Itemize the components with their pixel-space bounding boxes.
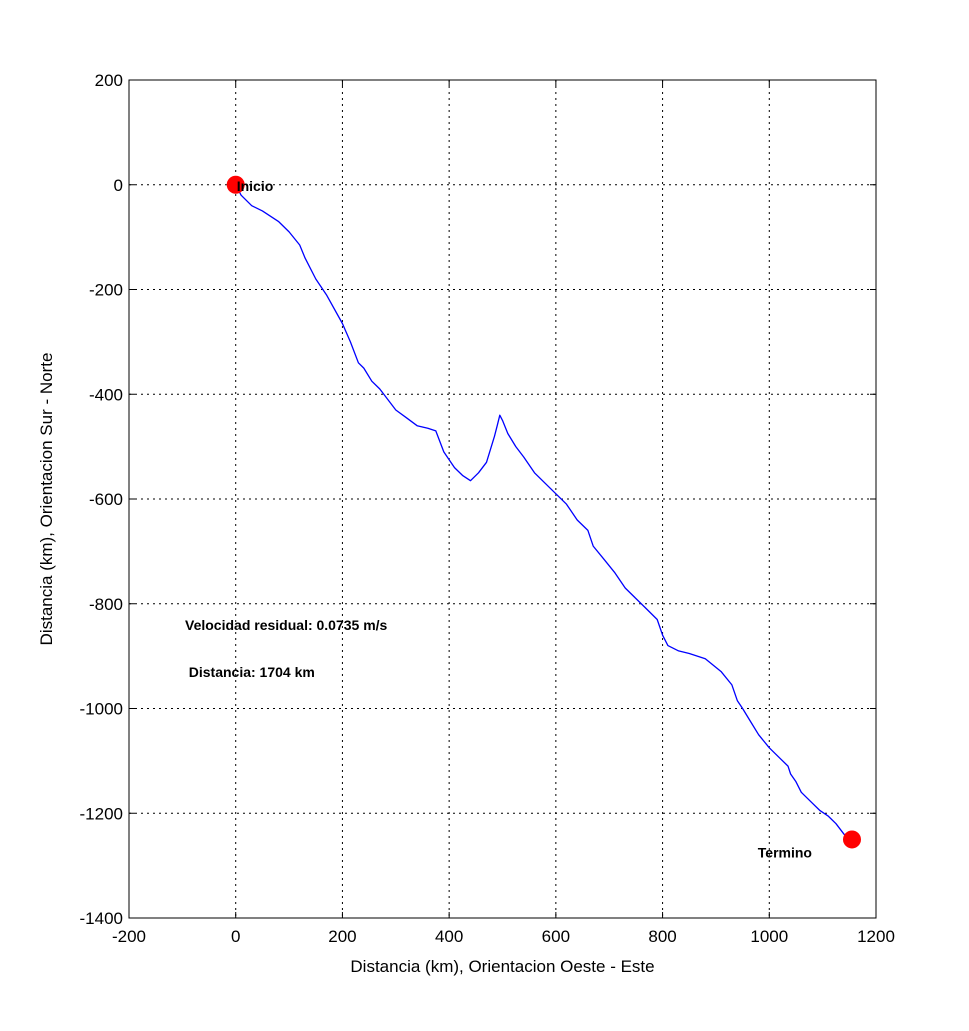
y-tick-label: 200 <box>95 71 123 90</box>
marker-layer: Inicio Termino <box>226 175 861 860</box>
x-tick-label: 200 <box>328 927 356 946</box>
x-tick-label: -200 <box>112 927 146 946</box>
x-tick-label: 400 <box>435 927 463 946</box>
y-tick-label: -400 <box>89 385 123 404</box>
y-tick-label: 0 <box>114 176 123 195</box>
y-tick-label: -600 <box>89 490 123 509</box>
y-tick-label: -800 <box>89 595 123 614</box>
x-tick-label: 800 <box>648 927 676 946</box>
x-tick-label: 1000 <box>750 927 788 946</box>
x-tick-label: 1200 <box>857 927 895 946</box>
end-label: Termino <box>758 844 812 860</box>
y-axis-label: Distancia (km), Orientacion Sur - Norte <box>37 353 56 646</box>
trajectory-line <box>235 184 853 840</box>
series-layer <box>235 184 853 840</box>
start-label: Inicio <box>237 178 274 194</box>
x-tick-label: 600 <box>542 927 570 946</box>
y-tick-label: -200 <box>89 281 123 300</box>
annotation-text: Velocidad residual: 0.0735 m/s <box>185 617 388 633</box>
end-marker <box>842 830 861 849</box>
x-tick-label: 0 <box>231 927 240 946</box>
grid <box>129 80 876 918</box>
start-marker <box>226 175 245 194</box>
y-tick-label: -1000 <box>80 700 123 719</box>
x-axis-label: Distancia (km), Orientacion Oeste - Este <box>350 957 654 976</box>
y-tick-label: -1400 <box>80 909 123 928</box>
y-tick-label: -1200 <box>80 804 123 823</box>
annotation-text: Distancia: 1704 km <box>189 664 315 680</box>
annotation-layer: Velocidad residual: 0.0735 m/s Distancia:… <box>185 617 388 680</box>
axis-ticks: -200 0 200 400 600 800 1000 1200 200 0 -200 -400 -60… <box>80 71 895 946</box>
